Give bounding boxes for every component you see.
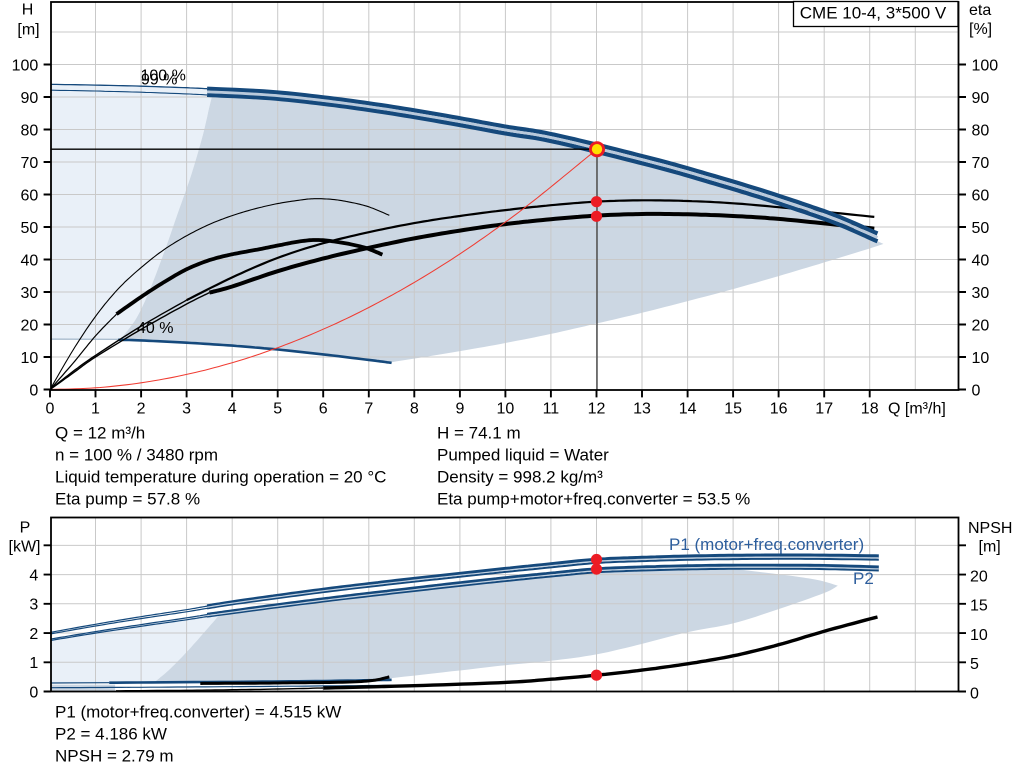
svg-text:12: 12 [588,401,606,418]
svg-text:10: 10 [497,401,515,418]
svg-text:CME 10-4, 3*500 V: CME 10-4, 3*500 V [800,4,947,23]
svg-text:15: 15 [724,401,742,418]
svg-text:100: 100 [12,57,39,74]
svg-text:n = 100 % / 3480 rpm: n = 100 % / 3480 rpm [55,446,218,465]
svg-text:Pumped liquid = Water: Pumped liquid = Water [437,446,609,465]
svg-text:20: 20 [21,317,39,334]
svg-text:7: 7 [364,401,373,418]
svg-text:90: 90 [972,90,990,107]
svg-text:2: 2 [137,401,146,418]
svg-text:5: 5 [273,401,282,418]
svg-text:6: 6 [319,401,328,418]
svg-text:H = 74.1 m: H = 74.1 m [437,424,521,443]
svg-text:70: 70 [21,155,39,172]
svg-text:18: 18 [861,401,879,418]
svg-text:Q [m³/h]: Q [m³/h] [888,401,946,418]
svg-text:0: 0 [29,684,38,701]
svg-text:0: 0 [46,401,55,418]
svg-text:17: 17 [815,401,833,418]
svg-text:P2 = 4.186 kW: P2 = 4.186 kW [55,725,167,744]
svg-text:13: 13 [633,401,651,418]
svg-text:Eta pump = 57.8 %: Eta pump = 57.8 % [55,490,200,509]
svg-text:[m]: [m] [17,22,39,39]
svg-text:2: 2 [29,626,38,643]
svg-text:NPSH = 2.79 m: NPSH = 2.79 m [55,747,174,766]
svg-text:[%]: [%] [969,21,992,38]
svg-text:P1 (motor+freq.converter): P1 (motor+freq.converter) [669,535,864,554]
svg-text:30: 30 [21,285,39,302]
svg-text:10: 10 [21,350,39,367]
svg-text:P: P [20,520,31,537]
svg-text:20: 20 [972,318,990,335]
svg-text:1: 1 [91,401,100,418]
svg-text:100: 100 [972,58,999,75]
svg-text:40: 40 [972,253,990,270]
svg-text:P2: P2 [853,569,874,588]
svg-text:80: 80 [21,122,39,139]
svg-text:70: 70 [972,155,990,172]
svg-text:8: 8 [410,401,419,418]
svg-text:15: 15 [970,598,988,615]
svg-text:0: 0 [970,685,979,702]
svg-text:1: 1 [29,655,38,672]
svg-text:9: 9 [455,401,464,418]
svg-text:3: 3 [182,401,191,418]
svg-text:10: 10 [972,350,990,367]
svg-text:NPSH: NPSH [968,520,1012,537]
svg-text:0: 0 [972,383,981,400]
svg-text:16: 16 [770,401,788,418]
svg-text:40 %: 40 % [137,320,173,337]
svg-text:3: 3 [29,597,38,614]
svg-text:50: 50 [21,220,39,237]
svg-text:[m]: [m] [979,538,1001,555]
svg-text:99 %: 99 % [141,72,177,89]
svg-text:4: 4 [228,401,237,418]
svg-text:10: 10 [970,627,988,644]
svg-text:90: 90 [21,90,39,107]
svg-text:P1 (motor+freq.converter) = 4.: P1 (motor+freq.converter) = 4.515 kW [55,703,341,722]
svg-text:H: H [22,2,34,19]
svg-text:50: 50 [972,220,990,237]
svg-text:4: 4 [29,568,38,585]
svg-text:80: 80 [972,123,990,140]
svg-text:100 %: 100 % [141,68,186,85]
svg-text:Liquid temperature during oper: Liquid temperature during operation = 20… [55,468,386,487]
svg-text:Eta pump+motor+freq.converter: Eta pump+motor+freq.converter = 53.5 % [437,490,750,509]
svg-text:Q = 12 m³/h: Q = 12 m³/h [55,424,145,443]
svg-text:Density = 998.2 kg/m³: Density = 998.2 kg/m³ [437,468,603,487]
svg-text:11: 11 [543,401,560,418]
svg-text:[kW]: [kW] [9,538,41,555]
svg-text:0: 0 [29,382,38,399]
svg-text:60: 60 [21,187,39,204]
svg-text:eta: eta [969,2,991,19]
svg-text:30: 30 [972,285,990,302]
svg-text:5: 5 [970,656,979,673]
svg-text:14: 14 [679,401,697,418]
svg-text:40: 40 [21,252,39,269]
svg-text:20: 20 [970,568,988,585]
svg-text:60: 60 [972,188,990,205]
